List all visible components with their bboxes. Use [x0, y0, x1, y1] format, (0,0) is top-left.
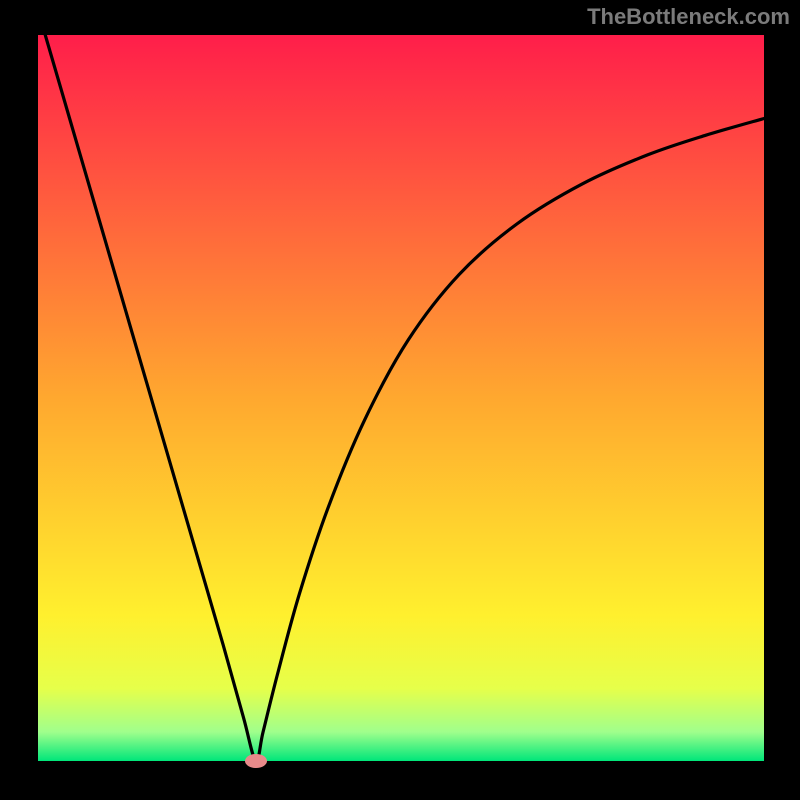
chart-plot-area	[38, 35, 764, 761]
bottleneck-curve	[45, 35, 764, 761]
curve-svg	[38, 35, 764, 761]
watermark-text: TheBottleneck.com	[587, 4, 790, 30]
optimal-point-marker	[245, 754, 267, 768]
